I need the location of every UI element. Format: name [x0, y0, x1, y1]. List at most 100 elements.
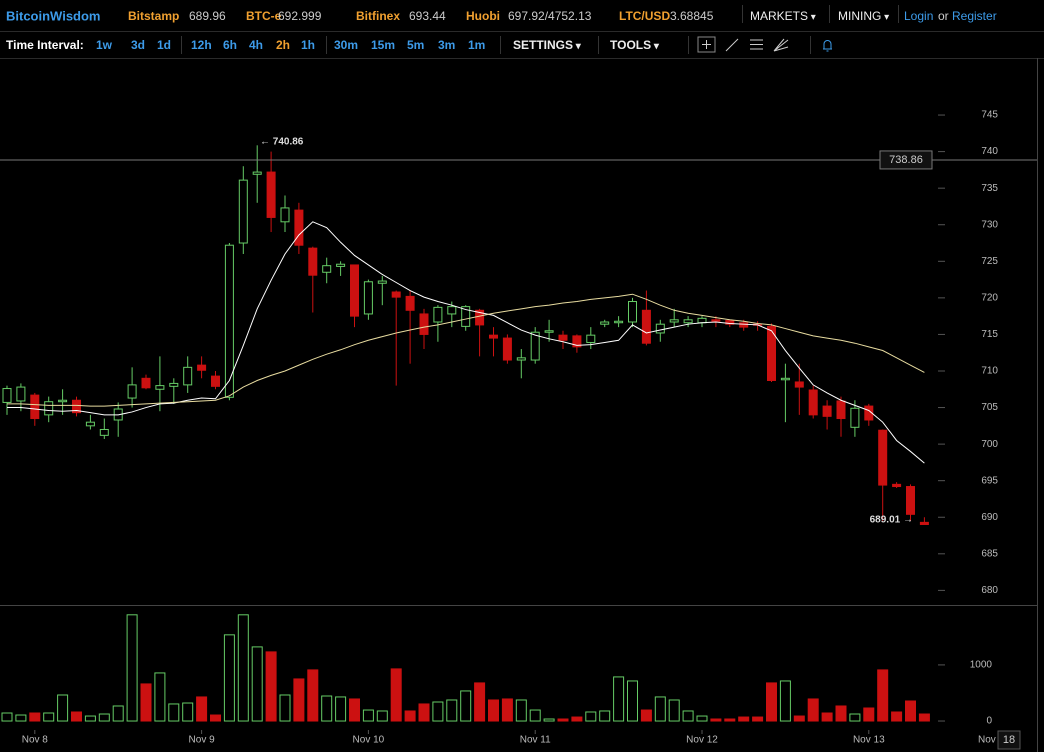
candle-body: [697, 317, 707, 324]
candle-body: [85, 421, 95, 427]
hline-tool[interactable]: [750, 39, 763, 50]
crosshair-tool[interactable]: [697, 36, 716, 53]
interval-button[interactable]: 1h: [301, 37, 316, 52]
interval-button[interactable]: 3d: [131, 37, 146, 52]
brand[interactable]: BitcoinWisdom: [6, 8, 101, 23]
candle-body: [780, 377, 790, 381]
interval-button[interactable]: 6h: [223, 37, 238, 52]
alert-tool[interactable]: [823, 40, 832, 52]
candle-body: [447, 306, 457, 315]
line-tool[interactable]: [725, 38, 739, 52]
y-tick-label: 700: [981, 439, 998, 450]
crosshair-label: 738.86: [889, 154, 923, 166]
y-tick-label: 705: [981, 402, 998, 413]
volume-bar: [877, 669, 889, 722]
candle-body: [864, 405, 874, 421]
exchange-price: 693.44: [409, 8, 446, 23]
interval-button[interactable]: 15m: [371, 37, 396, 52]
volume-bar: [307, 669, 319, 722]
volume-bar: [529, 709, 541, 722]
interval-button[interactable]: 2h: [276, 37, 291, 52]
candle-body: [892, 483, 902, 488]
volume-bar: [251, 646, 263, 722]
volume-tick-label: 1000: [970, 660, 993, 671]
tools-button[interactable]: TOOLS ▾: [610, 37, 659, 52]
candle-body: [502, 337, 512, 361]
candle-body: [377, 280, 387, 284]
candle-body: [127, 384, 137, 399]
volume-bar: [196, 696, 208, 722]
interval-label: Time Interval:: [6, 37, 84, 52]
y-tick-label: 730: [981, 219, 998, 230]
candle-body: [669, 319, 679, 323]
volume-bar: [543, 718, 555, 722]
candle-body: [822, 405, 832, 417]
time-badge-label: 18: [1003, 734, 1015, 746]
interval-button[interactable]: 4h: [249, 37, 264, 52]
candle-body: [628, 301, 637, 323]
exchange-name[interactable]: Bitstamp: [128, 8, 180, 23]
exchange-price: 697.92/4752.13: [508, 8, 592, 23]
candle-body: [350, 264, 359, 317]
volume-bar: [779, 680, 791, 722]
fan-tool[interactable]: [773, 38, 789, 52]
exchange-name[interactable]: LTC/USD: [619, 8, 671, 23]
volume-bar: [43, 712, 55, 722]
volume-bar: [57, 694, 69, 722]
separator: [898, 5, 899, 23]
volume-bar: [891, 711, 903, 722]
y-tick-label: 680: [981, 585, 998, 596]
interval-button[interactable]: 3m: [438, 37, 456, 52]
candle-body: [878, 429, 888, 486]
settings-button[interactable]: SETTINGS ▾: [513, 37, 581, 52]
candle-body: [322, 265, 332, 273]
interval-button[interactable]: 30m: [334, 37, 359, 52]
candle-body: [224, 244, 234, 398]
menu-dropdown[interactable]: MINING ▾: [838, 8, 890, 23]
menu-dropdown[interactable]: MARKETS ▾: [750, 8, 816, 23]
interval-button[interactable]: 1w: [96, 37, 113, 52]
volume-bar: [821, 712, 833, 722]
exchange-name[interactable]: BTC-e: [246, 8, 282, 23]
y-tick-label: 715: [981, 329, 998, 340]
candle-body: [363, 281, 373, 315]
candle-body: [30, 394, 40, 420]
moving-average: [7, 221, 925, 464]
candle-body: [155, 385, 165, 390]
interval-button[interactable]: 12h: [191, 37, 212, 52]
volume-bar: [793, 715, 805, 722]
exchange-name[interactable]: Bitfinex: [356, 8, 401, 23]
volume-bar: [349, 698, 360, 722]
volume-bar: [599, 710, 611, 722]
volume-bar: [682, 710, 694, 722]
login-link[interactable]: Login: [904, 8, 934, 23]
volume-bar: [210, 714, 221, 722]
candle-body: [475, 309, 485, 326]
volume-bar: [29, 712, 41, 722]
exchange-price: 3.68845: [670, 8, 714, 23]
register-link[interactable]: Register: [952, 8, 997, 23]
volume-bar: [654, 696, 666, 722]
volume-bar: [112, 705, 124, 722]
candle-body: [433, 306, 443, 323]
volume-bar: [752, 716, 764, 722]
interval-button[interactable]: 5m: [407, 37, 425, 52]
separator: [598, 36, 599, 54]
y-tick-label: 725: [981, 256, 998, 267]
exchange-price: 692.999: [278, 8, 322, 23]
x-tick-label: Nov 13: [853, 735, 885, 746]
top-bar: BitcoinWisdom Bitstamp 689.96 BTC-e 692.999 B…: [0, 0, 1044, 32]
candle-body: [919, 521, 929, 525]
candle-body: [336, 263, 346, 267]
volume-bar: [849, 713, 861, 722]
volume-bar: [515, 699, 527, 722]
y-tick-label: 745: [981, 110, 998, 121]
x-tick-label: Nov 10: [353, 735, 385, 746]
interval-button[interactable]: 1d: [157, 37, 172, 52]
exchange-name[interactable]: Huobi: [466, 8, 500, 23]
x-tick-label: Nov 8: [22, 735, 49, 746]
toolbar: Time Interval: 1w 3d 1d 12h 6h 4h 2h 1h 30m 15m 5m 3…: [0, 31, 1044, 59]
interval-button[interactable]: 1m: [468, 37, 486, 52]
volume-bar: [863, 707, 875, 722]
